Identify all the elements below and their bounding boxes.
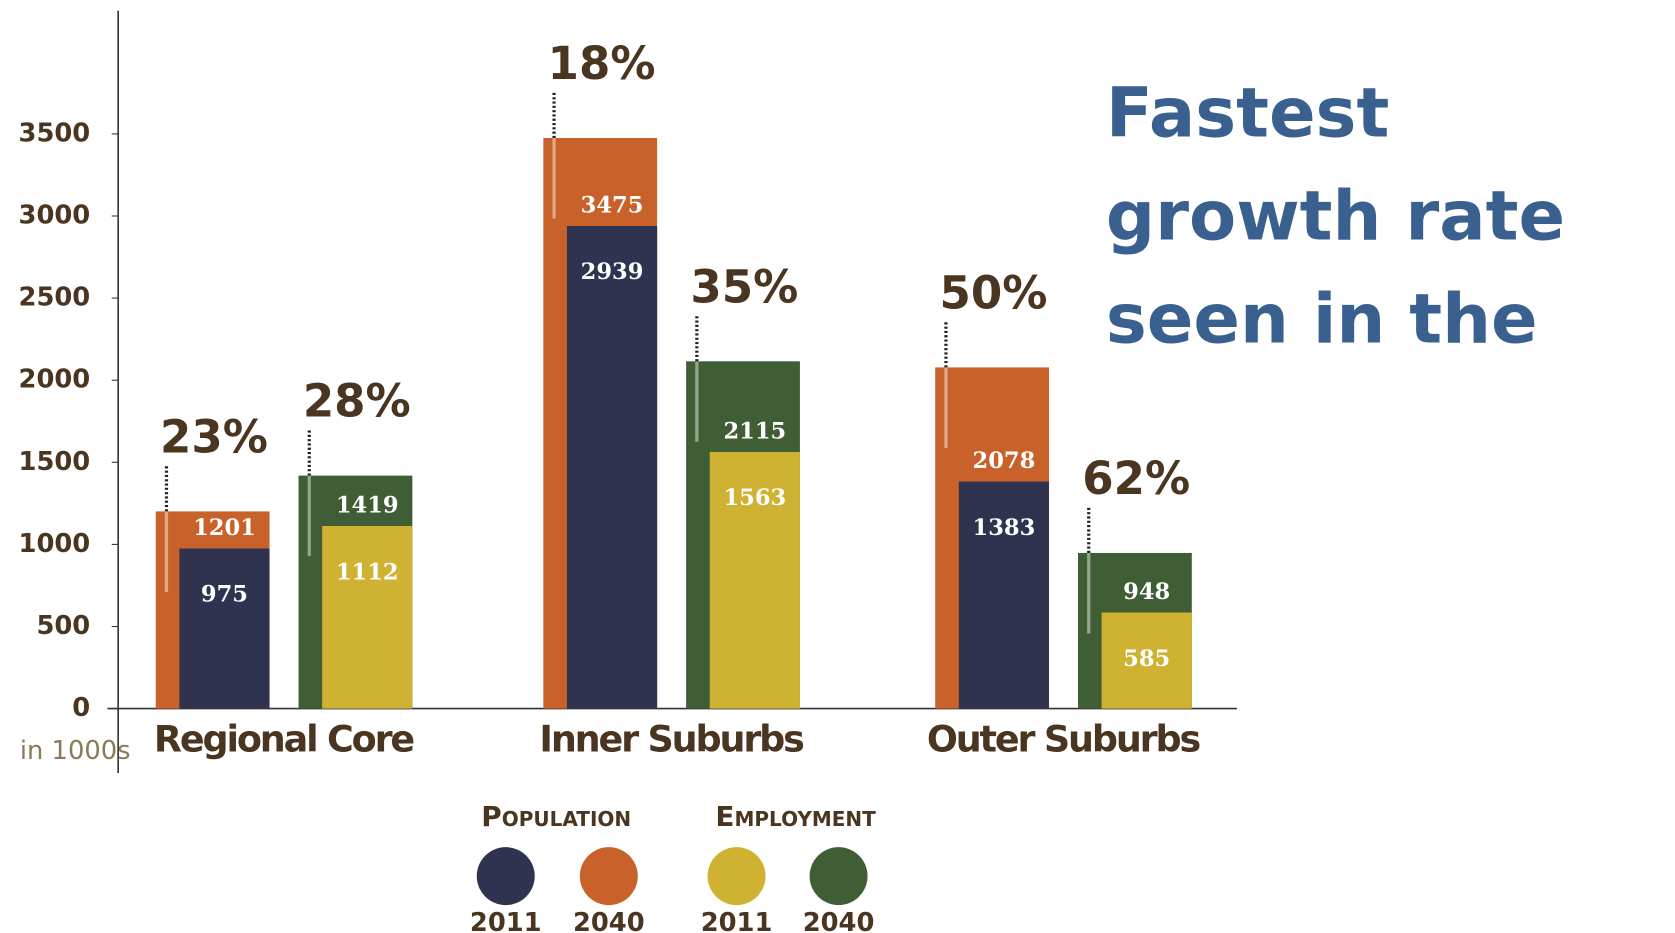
value-label: 1201 — [193, 515, 256, 541]
legend-label: 2040 — [573, 908, 645, 933]
value-label: 585 — [1123, 646, 1170, 672]
legend-label: 2040 — [803, 908, 875, 933]
legend-group: Employment — [715, 800, 876, 833]
category-label: Regional Core — [154, 717, 414, 760]
growth-label: 18% — [548, 37, 656, 90]
growth-label: 35% — [690, 260, 798, 313]
y-tick-label: 0 — [72, 693, 90, 723]
value-label: 2939 — [581, 259, 644, 285]
y-tick-label: 1500 — [19, 447, 91, 477]
annotation: Fastest growth rate seen in the Outer Su… — [1105, 74, 1671, 384]
legend-swatch — [809, 847, 868, 906]
category-label: Outer Suburbs — [927, 717, 1200, 760]
bar-2011 — [322, 526, 413, 709]
value-label: 1112 — [336, 559, 399, 585]
bar-2011 — [709, 451, 800, 709]
value-label: 2078 — [973, 448, 1036, 474]
growth-label: 23% — [160, 411, 268, 464]
y-tick-label: 1000 — [19, 529, 91, 559]
bar-2011 — [958, 481, 1050, 709]
legend-swatch — [579, 847, 638, 906]
bar-2011 — [566, 226, 658, 709]
bar-2011 — [179, 548, 270, 709]
y-tick-label: 3500 — [19, 118, 91, 148]
growth-label: 62% — [1082, 452, 1190, 505]
value-label: 3475 — [581, 193, 644, 219]
y-tick-label: 2500 — [19, 283, 91, 313]
category-label: Inner Suburbs — [539, 717, 803, 760]
legend-group: Population — [481, 800, 631, 833]
value-label: 948 — [1123, 579, 1170, 605]
y-axis-label: in 1000s — [20, 736, 131, 766]
bar-2011 — [1101, 612, 1192, 709]
y-tick-label: 3000 — [19, 200, 91, 230]
value-label: 1419 — [336, 493, 399, 519]
value-label: 2115 — [723, 419, 786, 445]
legend-label: 2011 — [470, 908, 542, 933]
value-label: 1563 — [723, 485, 786, 511]
legend-swatch — [707, 847, 766, 906]
growth-label: 50% — [939, 267, 1047, 320]
growth-label: 28% — [303, 375, 411, 428]
legend-swatch — [476, 847, 535, 906]
annotation-box: Fastest growth rate seen in the Outer Su… — [1105, 74, 1671, 384]
legend-label: 2011 — [701, 908, 773, 933]
y-tick-label: 2000 — [19, 365, 91, 395]
value-label: 975 — [201, 582, 248, 608]
y-tick-label: 500 — [36, 611, 90, 641]
value-label: 1383 — [973, 515, 1036, 541]
